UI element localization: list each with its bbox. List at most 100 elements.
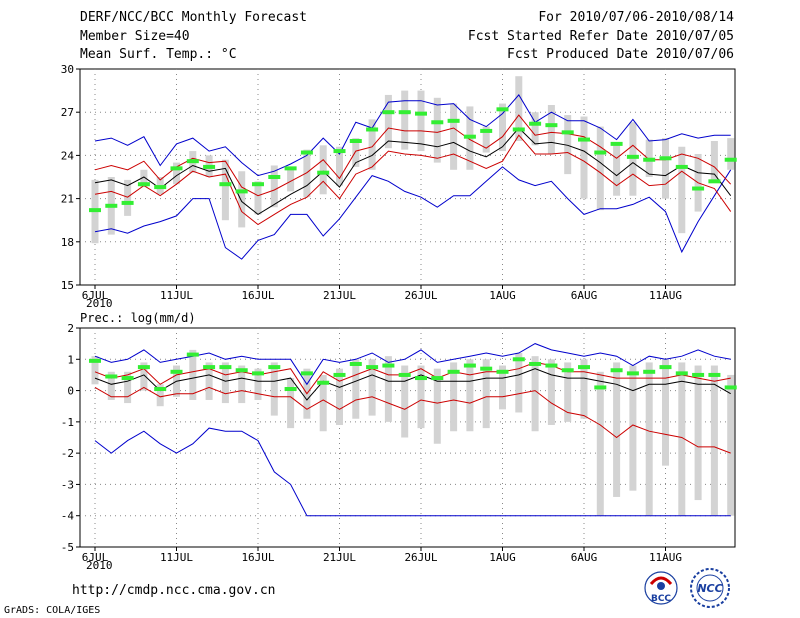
temp-spread-box bbox=[287, 169, 295, 192]
temp-median-marker bbox=[137, 182, 150, 187]
prec-spread-box bbox=[450, 362, 458, 432]
prec-median-marker bbox=[203, 365, 216, 370]
temperature-panel: 15 18 21 24 27 30 6JUL 11JUL 16JUL 21JUL 26JUL 1AUG… bbox=[61, 63, 737, 302]
prec-median-marker bbox=[545, 363, 558, 368]
ncc-logo: NCC bbox=[690, 568, 730, 608]
prec-median-marker bbox=[382, 363, 395, 368]
temp-median-marker bbox=[382, 110, 395, 115]
temp-spread-box bbox=[596, 126, 604, 211]
prec-median-marker bbox=[105, 374, 118, 379]
prec-xtick-label: 11JUL bbox=[160, 551, 193, 564]
prec-median-marker bbox=[284, 387, 297, 392]
prec-median-marker bbox=[594, 385, 607, 390]
temp-median-marker bbox=[317, 170, 330, 175]
temp-plot-frame bbox=[79, 68, 736, 286]
temp-spread-box bbox=[221, 159, 229, 221]
prec-median-marker bbox=[724, 385, 737, 390]
temp-spread-box bbox=[303, 149, 311, 198]
prec-median-marker bbox=[366, 365, 379, 370]
prec-spread-box bbox=[564, 362, 572, 422]
prec-ytick-label: -1 bbox=[61, 416, 74, 429]
temp-median-marker bbox=[170, 166, 183, 171]
prec-spread-box bbox=[694, 365, 702, 501]
temp-xtick-label: 11AUG bbox=[649, 289, 682, 302]
temp-median-marker bbox=[724, 157, 737, 162]
prec-spread-box bbox=[499, 365, 506, 410]
temp-median-marker bbox=[659, 156, 672, 161]
prec-median-marker bbox=[512, 357, 525, 362]
temp-spread-box bbox=[336, 146, 343, 186]
prec-spread-box bbox=[270, 362, 278, 416]
forecast-period: For 2010/07/06-2010/08/14 bbox=[538, 10, 734, 25]
prec-spread-box bbox=[205, 362, 213, 400]
temp-median-marker bbox=[692, 186, 705, 191]
temp-spread-box bbox=[417, 90, 425, 152]
prec-median-marker bbox=[561, 368, 574, 373]
temp-median-marker bbox=[512, 127, 525, 132]
prec-xtick-label: 6AUG bbox=[571, 551, 598, 564]
temp-max-line bbox=[94, 94, 731, 177]
temp-median-marker bbox=[415, 111, 427, 116]
temp-median-marker bbox=[643, 157, 656, 162]
prec-panel-title: Prec.: log(mm/d) bbox=[80, 311, 196, 325]
temp-spread-box bbox=[629, 122, 637, 196]
prec-median-marker bbox=[317, 380, 330, 385]
prec-spread-box bbox=[482, 359, 490, 429]
prec-spread-box bbox=[124, 371, 132, 404]
ncc-logo-text: NCC bbox=[697, 582, 722, 595]
temp-year-label: 2010 bbox=[86, 297, 113, 310]
temp-spread-box bbox=[401, 90, 409, 150]
prec-spread-box bbox=[401, 365, 409, 438]
prec-median-marker bbox=[643, 369, 656, 374]
prec-xtick-label: 1AUG bbox=[489, 551, 516, 564]
prec-median-marker bbox=[610, 368, 623, 373]
temp-spread-box bbox=[678, 146, 686, 234]
prec-median-marker bbox=[447, 369, 460, 374]
temp-spread-box bbox=[368, 119, 376, 170]
prec-spread-box bbox=[531, 356, 539, 432]
temp-spread-box bbox=[352, 138, 360, 167]
prec-spread-box bbox=[433, 368, 441, 444]
prec-spread-box bbox=[629, 365, 637, 491]
prec-median-marker bbox=[578, 365, 590, 370]
prec-mean-line bbox=[94, 368, 731, 401]
temp-spread-box bbox=[564, 115, 572, 175]
temp-spread-box bbox=[238, 171, 246, 228]
prec-median-marker bbox=[89, 358, 101, 363]
prec-median-marker bbox=[170, 369, 183, 374]
prec-median-marker bbox=[659, 365, 672, 370]
temp-median-marker bbox=[186, 159, 199, 164]
prec-median-marker bbox=[675, 371, 688, 376]
temp-median-marker bbox=[89, 208, 101, 213]
prec-spread-box bbox=[515, 353, 523, 413]
temp-xtick-label: 16JUL bbox=[241, 289, 274, 302]
prec-median-marker bbox=[626, 371, 639, 376]
temp-upper-line bbox=[94, 114, 732, 197]
temp-median-marker bbox=[268, 175, 281, 179]
temp-spread-box bbox=[254, 181, 262, 215]
temp-spread-box bbox=[710, 141, 718, 180]
produced-date: Fcst Produced Date 2010/07/06 bbox=[507, 47, 734, 62]
temp-spread-box bbox=[580, 116, 588, 199]
source-url[interactable]: http://cmdp.ncc.cma.gov.cn bbox=[72, 583, 276, 598]
prec-xtick-label: 16JUL bbox=[241, 551, 274, 564]
prec-median-marker bbox=[496, 369, 509, 374]
temp-spread-box bbox=[384, 94, 392, 149]
temp-median-marker bbox=[121, 200, 134, 205]
prec-xtick-label: 21JUL bbox=[323, 551, 356, 564]
temp-median-marker bbox=[284, 166, 297, 171]
temp-xtick-label: 11JUL bbox=[160, 289, 193, 302]
temp-median-marker bbox=[105, 203, 118, 208]
prec-min-line bbox=[94, 427, 731, 517]
prec-spread-box bbox=[368, 359, 376, 416]
prec-plot-frame bbox=[79, 327, 736, 548]
prec-median-marker bbox=[415, 376, 427, 381]
prec-median-marker bbox=[529, 361, 542, 366]
prec-spread-box bbox=[645, 362, 653, 516]
forecast-title: DERF/NCC/BCC Monthly Forecast bbox=[80, 10, 307, 25]
prec-median-marker bbox=[268, 365, 281, 370]
temp-spread-box bbox=[499, 103, 506, 152]
member-size: Member Size=40 bbox=[80, 29, 190, 44]
temp-median-marker bbox=[561, 130, 574, 135]
